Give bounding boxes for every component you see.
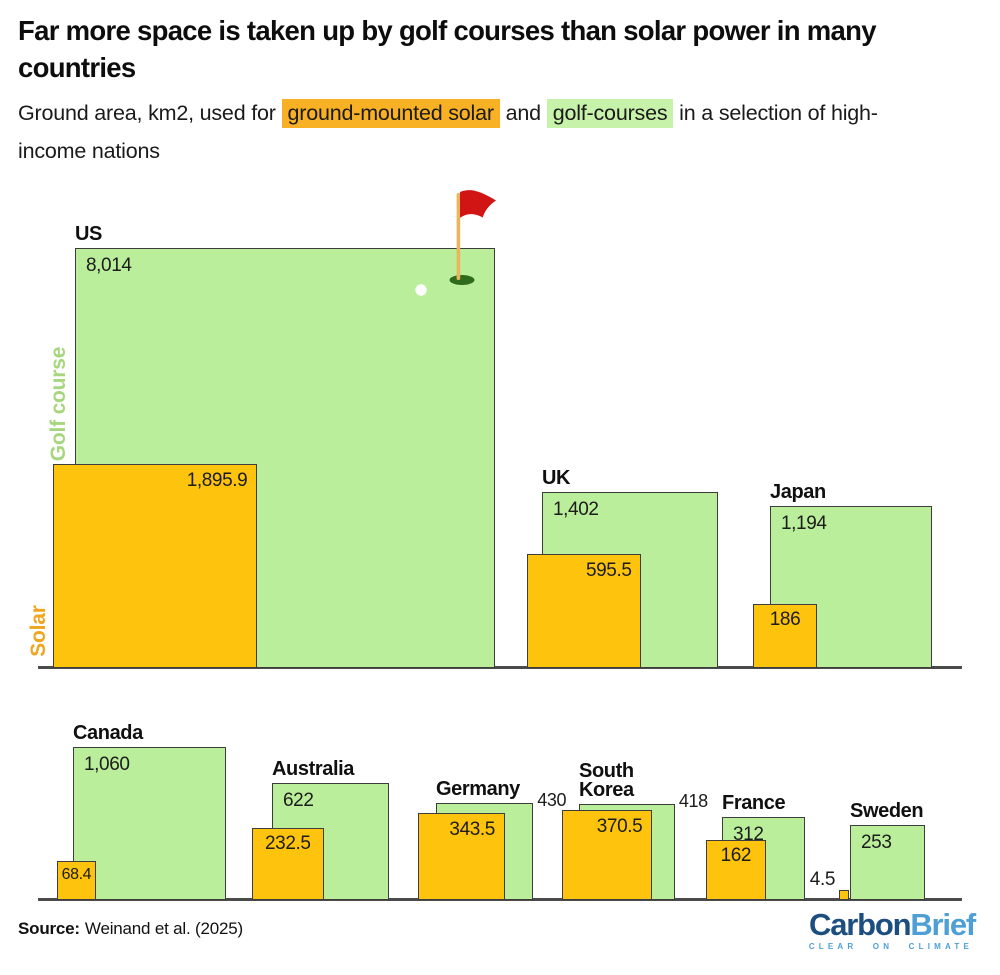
source-text: Weinand et al. (2025) (84, 919, 243, 938)
country-label: Japan (770, 480, 826, 503)
solar-area-square (527, 553, 642, 668)
chart-subtitle: Ground area, km2, used for ground-mounte… (18, 94, 933, 170)
country-label: South Korea (579, 760, 634, 802)
carbonbrief-wordmark: CarbonBrief (809, 907, 976, 942)
subtitle-text-pre: Ground area, km2, used for (18, 101, 282, 125)
country-label: France (722, 792, 786, 815)
country-label: Australia (272, 757, 354, 780)
solar-value-label: 68.4 (61, 866, 92, 884)
solar-value-label: 1,895.9 (186, 469, 248, 491)
top-row-baseline (38, 666, 962, 669)
solar-area-square (418, 813, 505, 900)
golf-highlight-chip: golf-courses (546, 99, 674, 128)
golf-area-square (73, 747, 226, 900)
golf-value-label: 1,060 (84, 754, 130, 776)
solar-value-label: 370.5 (596, 815, 643, 837)
flag-cloth (460, 190, 496, 218)
solar-value-label: 232.5 (264, 833, 311, 855)
solar-value-label: 162 (720, 845, 752, 867)
golf-value-label: 418 (678, 791, 708, 812)
solar-highlight-chip: ground-mounted solar (281, 99, 500, 128)
source-label: Source: (18, 919, 80, 938)
solar-area-square (57, 861, 96, 900)
solar-value-label: 343.5 (449, 819, 495, 841)
golf-value-label: 253 (861, 832, 892, 854)
logo-tagline: CLEAR ON CLIMATE (808, 942, 973, 951)
solar-value-label: 186 (769, 609, 801, 630)
solar-value-label: 595.5 (585, 559, 632, 581)
carbonbrief-logo: CarbonBrief CLEAR ON CLIMATE (808, 907, 976, 951)
logo-brief-text: Brief (910, 907, 976, 942)
golf-value-label: 312 (733, 824, 764, 846)
chart-title: Far more space is taken up by golf cours… (18, 15, 877, 83)
country-label: Canada (73, 722, 143, 745)
golf-value-label: 8,014 (86, 254, 132, 276)
solar-area-square (706, 840, 766, 900)
golf-value-label: 430 (537, 789, 567, 810)
golf-value-label: 1,402 (553, 499, 599, 521)
country-label: Germany (436, 777, 520, 800)
golf-value-label: 1,194 (781, 512, 827, 534)
logo-carbon-text: Carbon (809, 907, 912, 942)
solar-area-square (753, 604, 817, 668)
solar-axis-label: Solar (27, 605, 50, 657)
solar-area-square (839, 890, 849, 900)
subtitle-text-post: in a selection of high-income nations (18, 101, 878, 163)
country-label: UK (542, 467, 571, 490)
solar-area-square (53, 463, 258, 668)
country-label: US (75, 222, 102, 245)
source-line: Source: Weinand et al. (2025) (18, 919, 243, 939)
golf-value-label: 622 (283, 789, 314, 811)
solar-value-label: 4.5 (809, 869, 836, 891)
country-label: Sweden (850, 800, 924, 823)
golf-area-square (850, 825, 925, 900)
subtitle-text-mid: and (499, 101, 547, 125)
solar-area-square (562, 809, 653, 900)
solar-area-square (252, 828, 324, 900)
